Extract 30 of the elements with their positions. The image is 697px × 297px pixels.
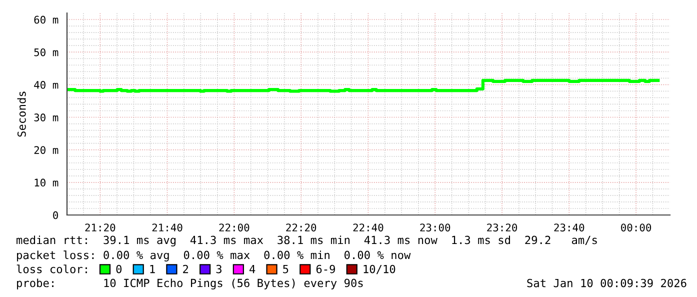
legend-label: 5 <box>283 264 288 274</box>
y-tick-label: 10 m <box>34 178 58 187</box>
legend-label: 10/10 <box>364 264 396 274</box>
y-tick-label: 50 m <box>34 48 58 56</box>
legend-label: 1 <box>150 264 155 274</box>
text: Sat Jan 10 00:09:39 2026 <box>527 278 686 288</box>
y-tick-label: 60 m <box>34 16 58 24</box>
x-tick-label: 00:00 <box>621 224 652 232</box>
legend-label: 6-9 <box>316 264 336 274</box>
y-axis-title: Seconds <box>17 92 26 137</box>
text: median rtt: 39.1 ms avg 41.3 ms max 38.1 ms min 41.3 ms now 1.3 ms sd 29.2 am/s <box>16 236 597 246</box>
x-tick-label: 22:40 <box>353 224 384 232</box>
y-tick-label: 0 <box>53 211 58 220</box>
legend-label: 2 <box>183 264 188 274</box>
y-tick-label: 30 m <box>34 114 58 122</box>
x-tick-label: 21:20 <box>85 224 116 232</box>
x-tick-label: 22:20 <box>286 224 316 232</box>
x-tick-label: 23:00 <box>420 224 450 232</box>
text: packet loss: 0.00 % avg 0.00 % max 0.00 % min 0.00 % now <box>17 250 411 262</box>
text: probe: 10 ICMP Echo Pings (56 Bytes) every 90s <box>17 278 363 290</box>
y-tick-label: 40 m <box>34 80 58 89</box>
x-tick-label: 21:40 <box>152 224 182 232</box>
y-tick-label: 20 m <box>34 146 58 154</box>
x-tick-label: 23:20 <box>487 224 518 232</box>
x-tick-label: 23:40 <box>554 224 584 232</box>
legend-label: 0 <box>116 264 122 274</box>
legend-title: loss color: <box>16 264 87 274</box>
legend-label: 4 <box>250 264 256 274</box>
x-tick-label: 22:00 <box>219 224 250 232</box>
legend-label: 3 <box>216 264 222 274</box>
